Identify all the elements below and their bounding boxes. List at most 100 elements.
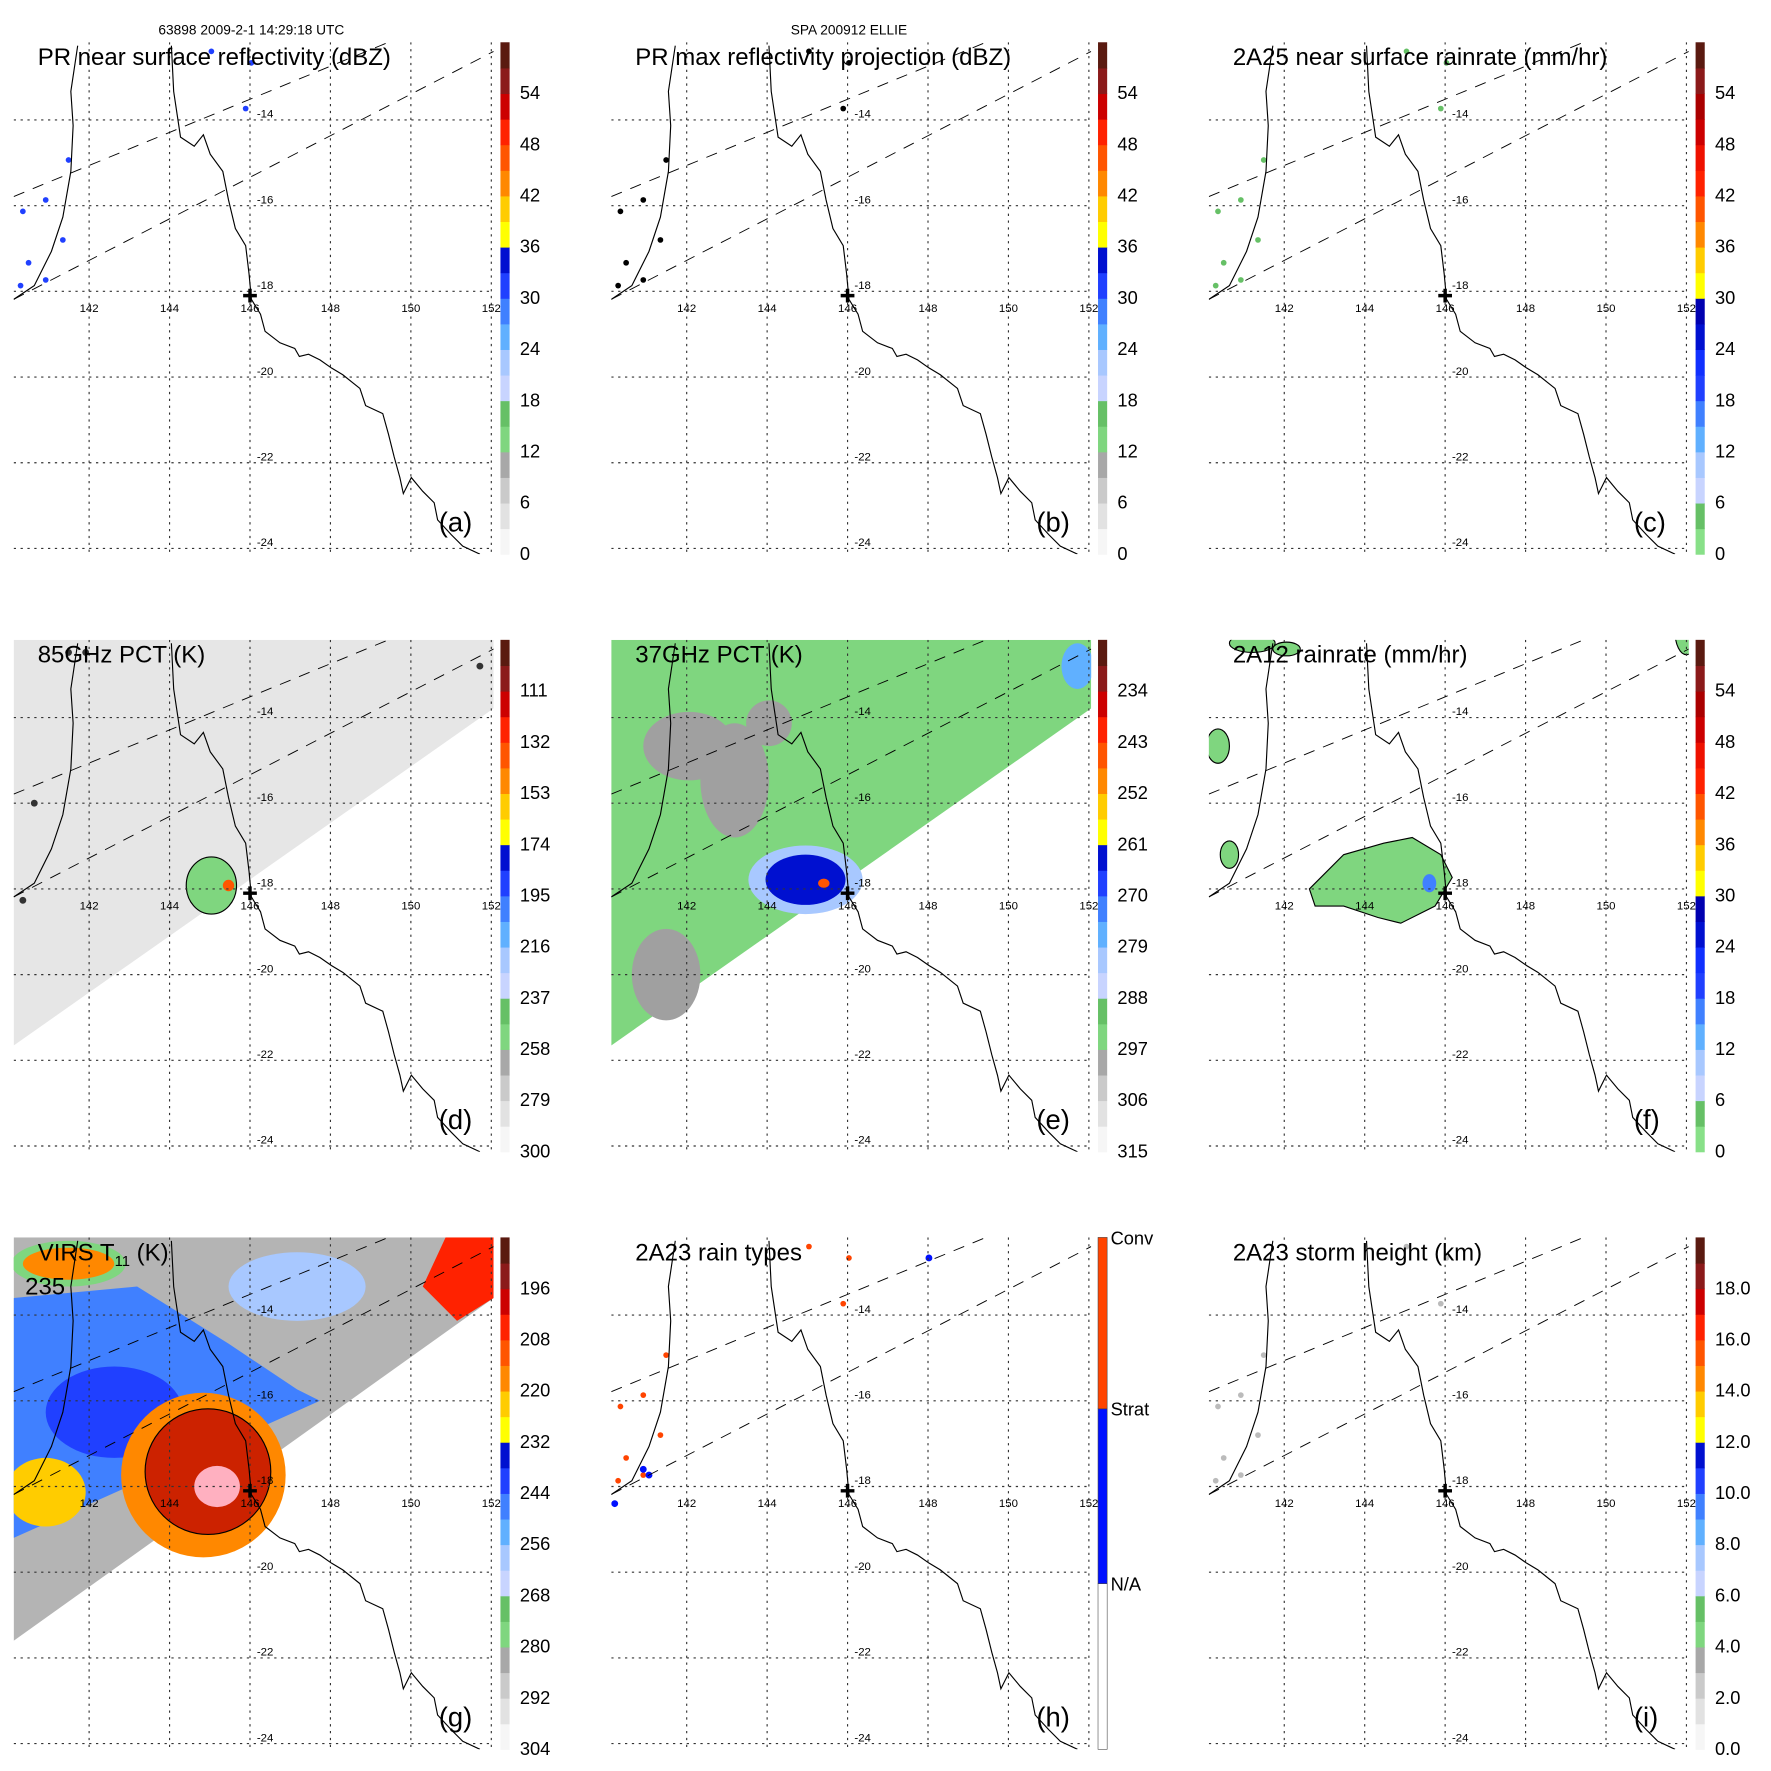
lon-tick-label: 146 xyxy=(240,900,259,912)
precip-pixel xyxy=(25,259,32,266)
colorbar-segment xyxy=(1098,1023,1108,1050)
colorbar-segment xyxy=(1695,247,1705,274)
colorbar-segment xyxy=(500,1049,510,1076)
swath-edge-lower xyxy=(13,1246,494,1495)
lat-tick-label: -18 xyxy=(257,280,274,292)
precip-pixel xyxy=(65,157,72,163)
colorbar-tick-label: 54 xyxy=(1117,82,1137,103)
precip-pixel xyxy=(623,259,629,266)
colorbar-tick-label: 243 xyxy=(1117,731,1147,752)
storm-center-cross-icon xyxy=(1438,886,1452,901)
colorbar-segment xyxy=(500,793,510,820)
lon-tick-label: 148 xyxy=(918,1498,937,1510)
colorbar-segment xyxy=(1695,921,1705,948)
lat-tick-label: -20 xyxy=(854,366,871,378)
map-area xyxy=(1208,1237,1689,1750)
lon-tick-label: 152 xyxy=(482,1498,501,1510)
colorbar-segment xyxy=(500,528,510,555)
colorbar-segment xyxy=(1695,742,1705,769)
colorbar-tick-label: 30 xyxy=(1117,287,1137,308)
coastline-gulf xyxy=(611,45,676,300)
swath-edge-lower xyxy=(1208,1246,1689,1495)
panel-title: PR near surface reflectivity (dBZ) xyxy=(38,44,391,71)
lat-tick-label: -16 xyxy=(257,792,274,804)
colorbar-segment xyxy=(1695,998,1705,1025)
lon-tick-label: 146 xyxy=(838,1498,857,1510)
colorbar-segment xyxy=(500,1416,510,1443)
colorbar-segment xyxy=(500,1442,510,1469)
colorbar-segment xyxy=(1695,1263,1705,1290)
colorbar-segment xyxy=(500,998,510,1025)
precip-pixel xyxy=(1212,282,1219,289)
colorbar-tick-label: 6.0 xyxy=(1715,1584,1740,1605)
precip-pixel xyxy=(615,1477,621,1484)
lat-tick-label: -14 xyxy=(1452,109,1469,121)
colorbar-segment xyxy=(1097,1583,1108,1750)
map-area xyxy=(13,42,494,555)
swath-edge-upper xyxy=(611,1237,987,1393)
orbit-time-header: 63898 2009-2-1 14:29:18 UTC xyxy=(158,22,344,37)
colorbar-segment xyxy=(1695,1698,1705,1725)
colorbar-segment xyxy=(1098,298,1108,325)
colorbar-tick-label: 14.0 xyxy=(1715,1380,1751,1401)
colorbar-segment xyxy=(1695,1314,1705,1341)
colorbar-segment xyxy=(500,1023,510,1050)
coastline-east xyxy=(1365,45,1676,555)
lat-tick-label: -14 xyxy=(854,109,871,121)
colorbar-segment xyxy=(500,1288,510,1315)
colorbar-segment xyxy=(1097,1237,1108,1410)
colorbar-category-label: Conv xyxy=(1111,1227,1155,1248)
precip-pixel xyxy=(208,48,215,55)
warm-area xyxy=(746,700,792,747)
map-area xyxy=(1208,639,1689,1152)
colorbar-segment xyxy=(500,639,510,667)
colorbar-tick-label: 0 xyxy=(520,543,530,564)
panel-title: 2A23 storm height (km) xyxy=(1233,1239,1482,1266)
colorbar-tick-label: 252 xyxy=(1117,782,1147,803)
colorbar-tick-label: 12 xyxy=(1117,440,1137,461)
colorbar-tick-label: 12 xyxy=(1715,440,1735,461)
colorbar-segment xyxy=(1098,742,1108,769)
colorbar-segment xyxy=(1695,528,1705,555)
colorbar: N/A Strat Conv xyxy=(1097,1227,1155,1750)
precip-pixel xyxy=(840,105,847,112)
stratiform-pixel xyxy=(639,1465,647,1473)
colorbar-tick-label: 54 xyxy=(1715,680,1735,701)
lat-tick-label: -22 xyxy=(1452,451,1468,463)
lat-tick-label: -18 xyxy=(257,1475,274,1487)
swath-edge-upper xyxy=(611,42,987,197)
coastline-gulf xyxy=(611,1240,676,1495)
colorbar-segment xyxy=(1695,502,1705,530)
colorbar-category-label: Strat xyxy=(1111,1399,1150,1420)
precip-pixel xyxy=(806,1243,812,1250)
colorbar-segment xyxy=(500,400,510,427)
colorbar-segment xyxy=(500,1365,510,1392)
colorbar: 0 6 12 18 24 30 36 42 48 54 xyxy=(500,42,540,564)
lon-tick-label: 146 xyxy=(838,900,857,912)
colorbar-segment xyxy=(1695,1365,1705,1392)
panel-title: 2A25 near surface rainrate (mm/hr) xyxy=(1233,44,1608,71)
colorbar-tick-label: 6 xyxy=(1715,492,1725,513)
lon-tick-label: 150 xyxy=(1596,900,1615,912)
lon-tick-label: 150 xyxy=(401,900,420,912)
colorbar-segment xyxy=(1098,426,1108,453)
colorbar-segment xyxy=(1695,195,1705,223)
coastline-east xyxy=(768,45,1078,555)
lat-tick-label: -20 xyxy=(854,1561,871,1573)
lat-tick-label: -24 xyxy=(257,537,274,549)
convective-core xyxy=(222,879,235,892)
colorbar-segment xyxy=(1695,1493,1705,1520)
stratiform-pixel xyxy=(925,1254,933,1262)
lon-tick-label: 144 xyxy=(1355,900,1375,912)
colorbar-segment xyxy=(1098,144,1108,171)
precip-pixel xyxy=(657,1432,664,1438)
colorbar: 0 6 12 18 24 30 36 42 48 54 xyxy=(1695,639,1735,1161)
colorbar-tick-label: 18 xyxy=(1715,987,1735,1008)
colorbar-segment xyxy=(1695,1288,1705,1315)
panel-title: 85GHz PCT (K) xyxy=(38,642,205,669)
precip-pixel xyxy=(19,208,26,215)
colorbar-segment xyxy=(500,895,510,922)
lon-tick-label: 142 xyxy=(80,1498,99,1510)
colorbar-segment xyxy=(1098,170,1108,197)
swath-edge-upper xyxy=(611,639,987,795)
